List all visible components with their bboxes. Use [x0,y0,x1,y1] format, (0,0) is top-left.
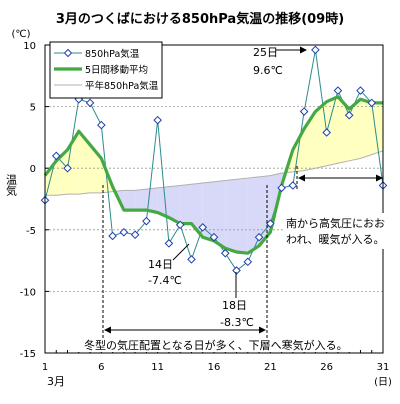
cold-anomaly-fill [214,180,226,249]
x-tick-label: 21 [264,362,277,373]
warm-anomaly-fill [360,99,372,159]
observed-point-marker [51,151,61,161]
annotation-day14-leader [172,243,190,261]
cold-span-arrowhead-left [104,326,111,334]
x-tick-label: 11 [151,362,164,373]
warm-note-box [284,213,387,249]
cold-anomaly-fill [180,184,192,224]
warm-note-line2: われ、暖気が入る。 [286,232,385,246]
observed-point-marker [198,223,208,232]
observed-point-marker [142,216,151,226]
observed-point-marker [254,232,264,242]
cold-anomaly-fill [123,190,136,211]
annotation-day14-value: -7.4℃ [148,274,182,287]
y-tick-label: 5 [30,103,36,114]
x-tick-label: 26 [320,362,333,373]
observed-point-marker [153,115,162,125]
y-tick-label: -15 [20,349,36,360]
warm-anomaly-fill [326,96,338,166]
legend-label-observed: 850hPa気温 [85,48,140,60]
normal-temperature-line [45,150,384,196]
warm-anomaly-fill [371,102,383,155]
cold-note-box [78,338,350,352]
cold-anomaly-fill [191,182,203,238]
observed-point-marker [130,230,140,240]
cold-anomaly-fill [247,176,260,254]
observed-point-marker [175,220,185,230]
observed-point-marker [232,266,241,275]
observed-point-marker [164,239,174,248]
observed-point-marker [266,219,275,228]
observed-point-marker [85,98,95,108]
observed-point-marker [356,86,365,95]
legend-label-normal: 平年850hPa気温 [85,80,159,92]
observed-point-marker [108,231,117,241]
observed-point-marker [97,120,106,130]
warm-note-line1: 南から高気圧におお [286,216,385,230]
annotation-day25-value: 9.6℃ [253,64,283,77]
observed-point-marker [311,45,320,55]
observed-point-marker [333,86,343,95]
y-tick-label: 0 [30,164,36,175]
chart-title: 3月のつくばにおける850hPa気温の推移(09時) [56,11,344,27]
legend-marker-observed [63,48,73,58]
observed-point-marker [243,257,253,267]
x-month-label: 3月 [47,375,65,388]
cold-note: 冬型の気圧配置となる日が多く、下層へ寒気が入る。 [84,338,348,352]
x-unit-label: (日) [374,377,392,388]
observed-point-marker [322,128,331,137]
annotation-day18-value: -8.3℃ [220,316,254,329]
y-tick-label: -5 [26,226,36,237]
observed-point-marker [367,98,377,108]
warm-anomaly-fill [315,101,327,169]
warm-span-arrowhead-left [298,174,305,182]
annotation-day25-date: 25日 [253,46,278,59]
observed-point-marker [277,183,286,193]
cold-span-arrowhead-right [259,326,266,334]
annotation-day14-date: 14日 [148,258,173,271]
observed-point-marker [209,232,219,242]
plot-frame [44,44,384,354]
warm-span-arrowhead-right [376,174,383,182]
y-unit-label: (℃) [11,29,30,40]
warm-anomaly-fill [337,96,350,164]
y-axis-label: 温気 [5,174,18,197]
y-tick-label: 10 [23,41,36,52]
x-tick-label: 6 [98,362,104,373]
cold-anomaly-fill [168,185,181,224]
legend-label-moving-average: 5日間移動平均 [85,64,148,76]
axis-layer [44,44,384,354]
cold-anomaly-fill [225,179,237,252]
warm-anomaly-fill [78,131,91,195]
cold-anomaly-fill [236,178,248,254]
cold-anomaly-fill [259,175,271,246]
observed-point-marker [119,227,129,237]
annotation-day25-arrowhead [300,46,307,54]
x-tick-label: 1 [42,362,48,373]
observed-point-marker [288,181,298,190]
x-tick-label: 16 [208,362,221,373]
cold-anomaly-fill [135,189,147,211]
observed-point-marker [63,163,72,173]
observed-point-marker [299,107,309,116]
warm-anomaly-fill [56,149,68,196]
x-tick-label: 31 [377,362,390,373]
y-tick-label: -10 [20,287,36,298]
annotation-day18-date: 18日 [222,299,247,312]
observed-point-marker [220,248,230,258]
observed-point-marker [187,255,196,264]
legend: 850hPa気温 5日間移動平均 平年850hPa気温 [49,41,163,99]
series-layer [40,45,388,275]
observed-point-marker [344,110,354,120]
